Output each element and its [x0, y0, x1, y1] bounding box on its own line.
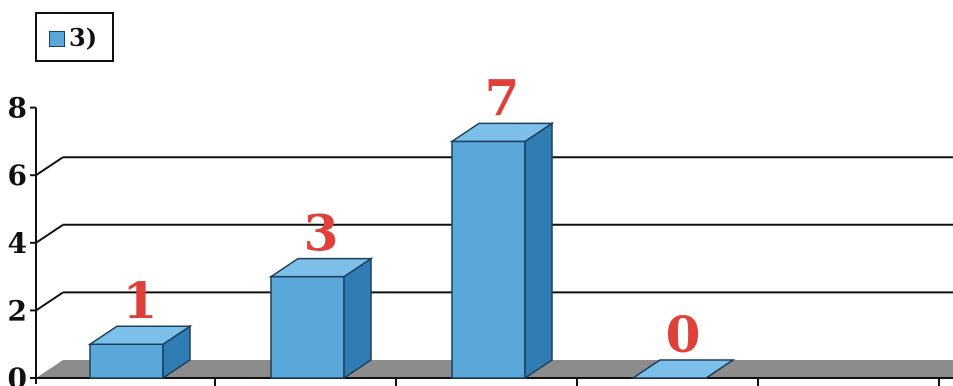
bar-front [451, 140, 526, 379]
gridline-depth [35, 156, 64, 177]
bar-top [449, 122, 555, 143]
y-tick-label: 2 [8, 294, 27, 327]
data-label: 0 [666, 305, 701, 364]
data-label: 3 [304, 204, 339, 263]
bar-side [524, 121, 553, 380]
legend-label: 3) [69, 23, 98, 52]
legend: 3) [35, 12, 114, 62]
gridline-depth [35, 291, 64, 312]
legend-swatch [49, 31, 65, 47]
bar-top [630, 359, 736, 379]
gridline-depth [35, 223, 64, 244]
y-tick-label: 0 [8, 362, 27, 386]
bar-side [343, 257, 372, 380]
bar-front [89, 343, 164, 379]
bar-front [270, 275, 345, 379]
y-tick-label: 8 [8, 92, 27, 125]
y-tick-label: 4 [8, 227, 27, 260]
bar-top [87, 325, 193, 345]
bar-top [268, 257, 374, 278]
data-label: 7 [485, 68, 520, 127]
data-label: 1 [123, 271, 158, 330]
y-tick-label: 6 [8, 159, 27, 192]
